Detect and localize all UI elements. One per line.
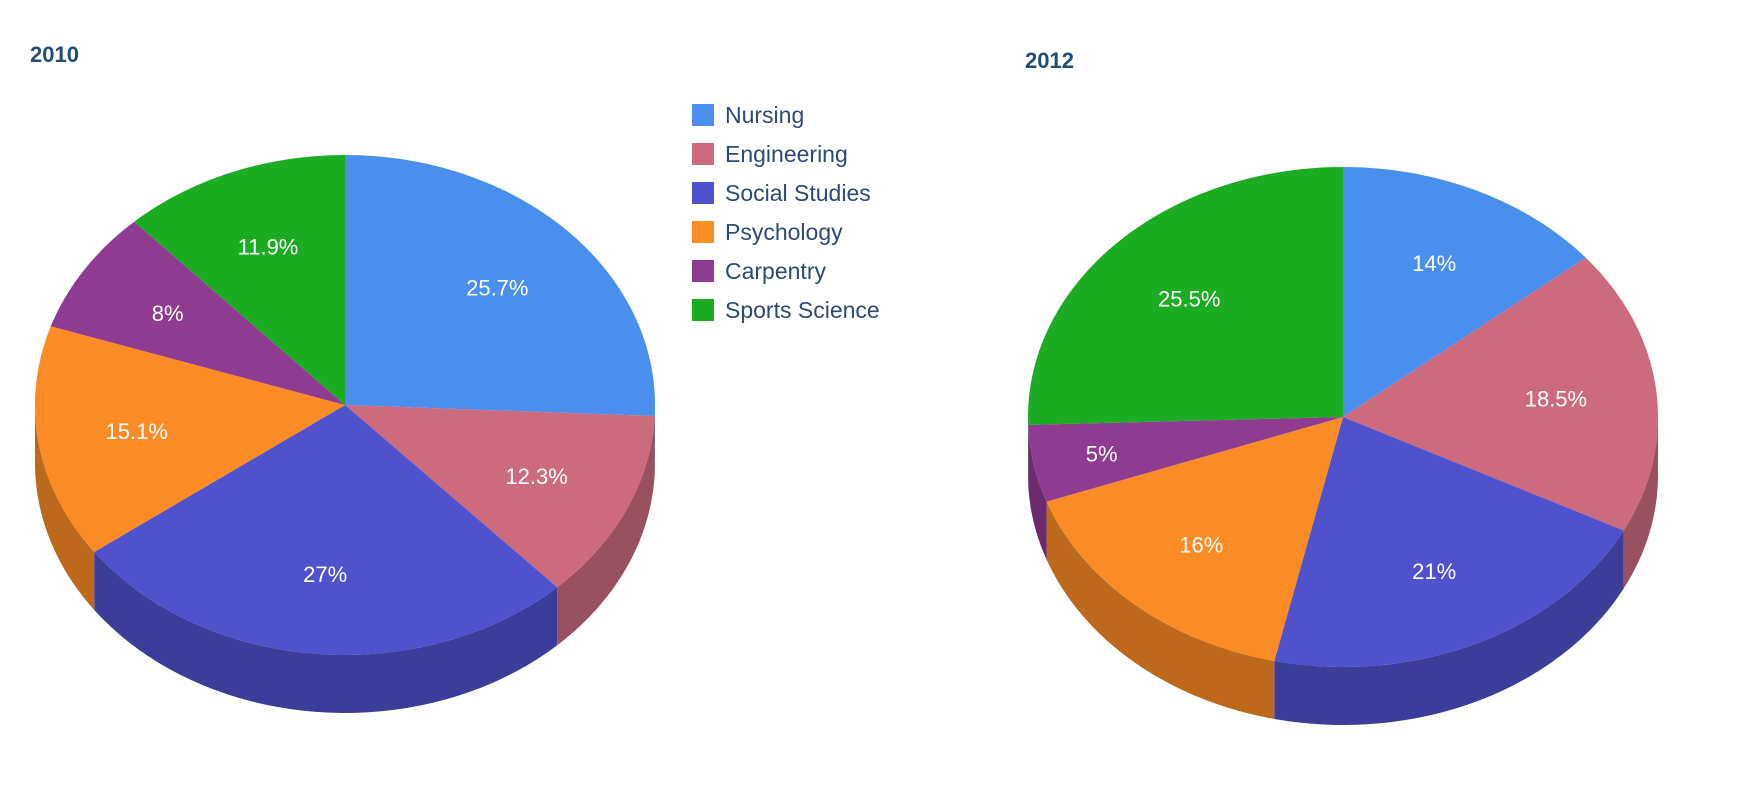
legend-swatch-psychology [692,221,714,243]
legend-item-engineering: Engineering [692,141,848,167]
slice-label-2010-social-studies: 27% [303,562,347,587]
legend-item-carpentry: Carpentry [692,258,826,284]
legend-label-sports-science: Sports Science [725,297,880,323]
slice-label-2010-sports-science: 11.9% [238,235,299,260]
pie-slice-2010-engineering [345,405,655,588]
slice-label-2012-nursing: 14% [1412,251,1456,276]
slice-label-2010-psychology: 15.1% [106,419,168,444]
legend-label-social-studies: Social Studies [725,180,871,206]
pie-chart-2012: 2012 14% 18.5% 21% 16% 5% 25.5% [1025,48,1658,725]
pie-slice-2010-carpentry [50,221,345,405]
pie-side-2012-psychology [1046,501,1275,719]
pie-side-2012-carpentry [1028,424,1047,560]
legend-swatch-social-studies [692,182,714,204]
slice-label-2010-nursing: 25.7% [466,276,528,301]
legend-label-engineering: Engineering [725,141,848,167]
legend-label-nursing: Nursing [725,102,804,128]
slice-label-2010-carpentry: 8% [152,301,184,326]
pie-slice-2010-sports-science [134,155,345,405]
slice-label-2010-engineering: 12.3% [505,464,567,489]
pie-slice-2012-engineering [1343,257,1658,531]
legend-swatch-sports-science [692,299,714,321]
pie-chart-2010: 2010 25.7% 12.3% 27% 15.1% 8% 11.9% [30,42,655,713]
pie-side-2012-social-studies [1274,530,1624,725]
pie-slice-2012-psychology [1046,417,1343,661]
chart-title-2010: 2010 [30,42,79,67]
pie-top-2010 [35,155,655,655]
legend-item-nursing: Nursing [692,102,804,128]
slice-label-2012-social-studies: 21% [1412,559,1456,584]
pie-side-2010 [35,405,655,713]
legend-item-social-studies: Social Studies [692,180,871,206]
legend-label-psychology: Psychology [725,219,843,245]
pie-slice-2012-nursing [1343,167,1586,417]
pie-side-2010-engineering [557,415,655,646]
chart-title-2012: 2012 [1025,48,1074,73]
legend-item-psychology: Psychology [692,219,843,245]
pie-slice-2012-social-studies [1274,417,1624,667]
legend-item-sports-science: Sports Science [692,297,880,323]
pie-top-2012 [1028,167,1658,667]
legend-swatch-engineering [692,143,714,165]
pie-side-2012-engineering [1623,417,1658,589]
pie-slice-2010-psychology [35,326,345,552]
slice-label-2012-psychology: 16% [1179,533,1223,558]
pie-side-2010-psychology [35,405,95,610]
pie-slice-2010-nursing [345,155,655,416]
slice-label-2012-carpentry: 5% [1086,442,1118,467]
pie-labels-2010: 25.7% 12.3% 27% 15.1% 8% 11.9% [106,235,568,588]
pie-slice-2012-carpentry [1028,417,1343,502]
pie-slice-2012-sports-science [1028,167,1343,425]
legend-label-carpentry: Carpentry [725,258,826,284]
legend-swatch-nursing [692,104,714,126]
pie-labels-2012: 14% 18.5% 21% 16% 5% 25.5% [1086,251,1587,584]
pie-slice-2010-social-studies [94,405,558,655]
legend-swatch-carpentry [692,260,714,282]
pie-side-2010-social-studies [94,551,558,713]
legend: Nursing Engineering Social Studies Psycholo… [692,102,880,323]
slice-label-2012-sports-science: 25.5% [1158,287,1220,312]
slice-label-2012-engineering: 18.5% [1525,386,1587,411]
pie-side-2012 [1028,417,1658,725]
